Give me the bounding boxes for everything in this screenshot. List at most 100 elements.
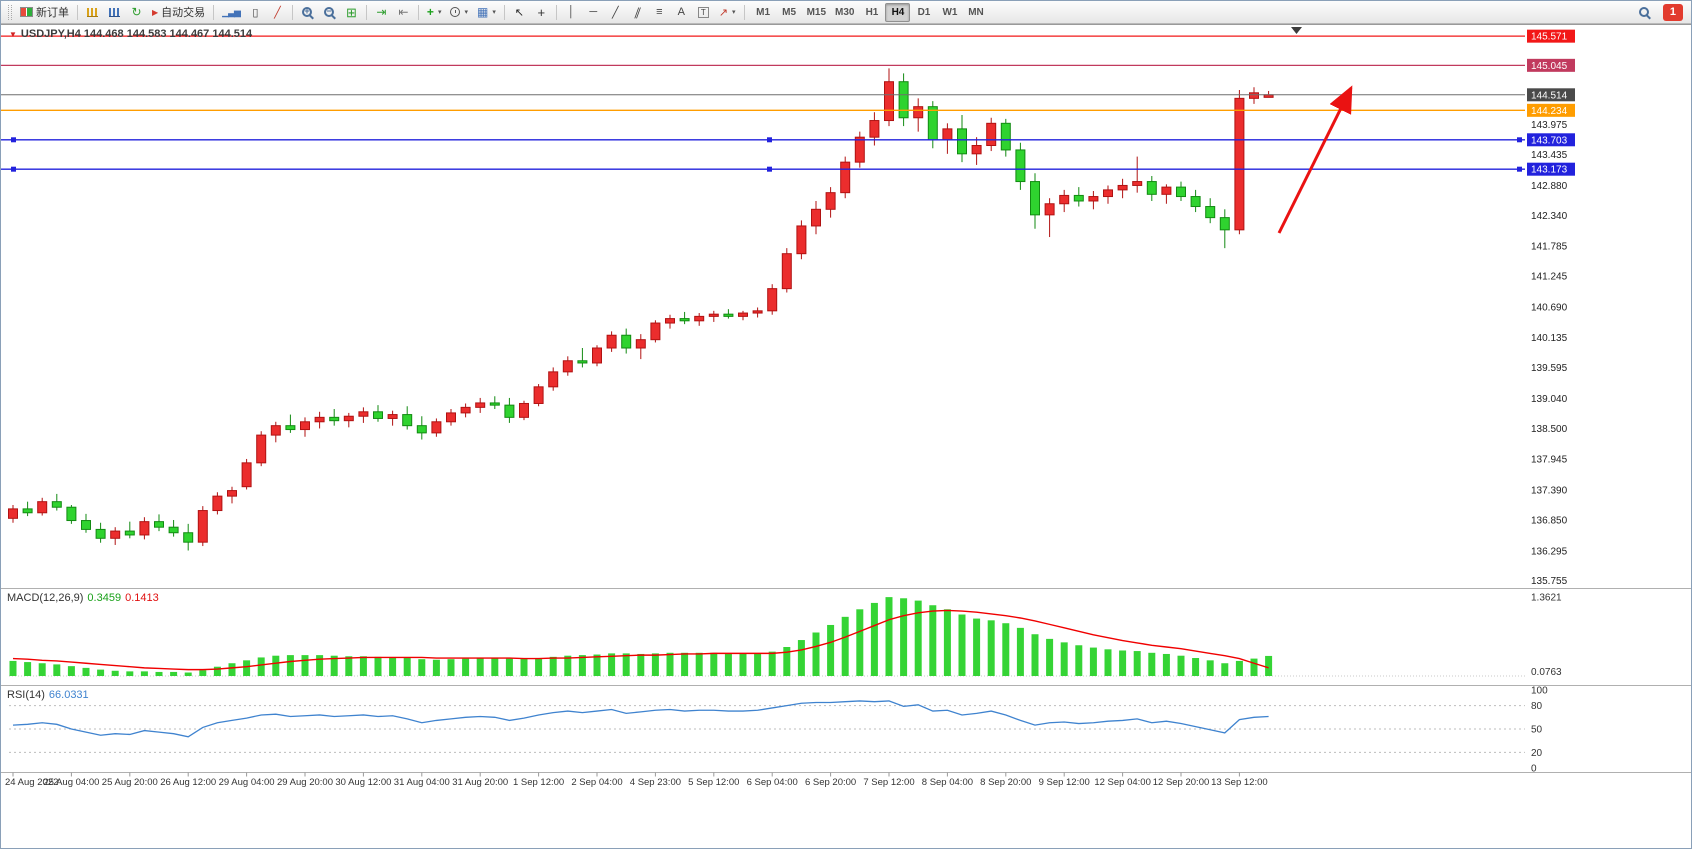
- svg-text:1.3621: 1.3621: [1531, 592, 1562, 603]
- toolbar-separator: [365, 4, 367, 20]
- svg-text:8 Sep 20:00: 8 Sep 20:00: [980, 777, 1031, 788]
- vertical-line-tool-button[interactable]: │: [561, 3, 582, 22]
- cursor-icon: ↖: [514, 6, 524, 19]
- caret-down-icon: ▾: [437, 9, 442, 16]
- auto-scroll-button[interactable]: ⇥: [371, 3, 392, 22]
- timeframe-h4-button[interactable]: H4: [885, 2, 911, 22]
- svg-text:0: 0: [1531, 764, 1537, 775]
- trendline-tool-button[interactable]: ╱: [605, 3, 626, 22]
- timeframe-d1-button[interactable]: D1: [911, 3, 936, 22]
- svg-text:142.880: 142.880: [1531, 181, 1568, 192]
- svg-text:135.755: 135.755: [1531, 576, 1568, 587]
- zoom-out-icon: [324, 7, 335, 17]
- svg-text:5 Sep 12:00: 5 Sep 12:00: [688, 777, 739, 788]
- text-label-tool-button[interactable]: T: [693, 3, 714, 22]
- periods-button[interactable]: ▾: [446, 3, 472, 22]
- trendline-icon: ╱: [612, 6, 619, 19]
- zoom-in-button[interactable]: [297, 3, 318, 22]
- auto-scroll-icon: ⇥: [376, 5, 387, 19]
- caret-down-icon: ▾: [464, 9, 468, 16]
- charts-button[interactable]: [104, 3, 125, 22]
- price-lines[interactable]: [1, 35, 1525, 172]
- arrows-tool-button[interactable]: ↗ ▾: [715, 3, 740, 22]
- toolbar-separator: [417, 4, 419, 20]
- timeframe-m1-button[interactable]: M1: [751, 3, 776, 22]
- chart-background: [1, 24, 1691, 848]
- svg-text:8 Sep 04:00: 8 Sep 04:00: [922, 777, 973, 788]
- zoom-out-button[interactable]: [319, 3, 340, 22]
- svg-text:7 Sep 12:00: 7 Sep 12:00: [863, 777, 914, 788]
- indicators-button[interactable]: + ▾: [423, 3, 446, 22]
- svg-text:20: 20: [1531, 748, 1543, 759]
- new-order-label: 新订单: [36, 7, 69, 19]
- bar-chart-button[interactable]: ▁▃▅: [218, 3, 244, 22]
- toolbar-right-group: 1: [1634, 3, 1687, 22]
- charts-icon: [109, 7, 120, 17]
- svg-text:143.703: 143.703: [1531, 135, 1568, 146]
- timeframe-h1-button[interactable]: H1: [859, 3, 884, 22]
- templates-button[interactable]: ▦ ▾: [473, 3, 500, 22]
- svg-text:137.390: 137.390: [1531, 486, 1568, 497]
- timeframe-m30-button[interactable]: M30: [831, 3, 858, 22]
- refresh-button[interactable]: ↻: [126, 3, 147, 22]
- svg-text:13 Sep 12:00: 13 Sep 12:00: [1211, 777, 1268, 788]
- search-button[interactable]: [1634, 3, 1655, 22]
- channel-tool-button[interactable]: ∥: [627, 3, 648, 22]
- svg-text:143.435: 143.435: [1531, 150, 1568, 161]
- svg-text:31 Aug 20:00: 31 Aug 20:00: [452, 777, 508, 788]
- svg-text:25 Aug 20:00: 25 Aug 20:00: [102, 777, 158, 788]
- bar-chart-icon: ▁▃▅: [222, 6, 241, 17]
- profiles-icon: [87, 7, 98, 17]
- timeframe-mn-button[interactable]: MN: [963, 3, 988, 22]
- fibonacci-icon: ≡: [656, 6, 663, 18]
- svg-text:2 Sep 04:00: 2 Sep 04:00: [571, 777, 622, 788]
- tile-windows-button[interactable]: ⊞: [341, 3, 362, 22]
- svg-text:139.040: 139.040: [1531, 394, 1568, 405]
- new-order-icon: [20, 7, 33, 17]
- crosshair-button[interactable]: +: [531, 3, 552, 22]
- timeframe-m15-button[interactable]: M15: [803, 3, 830, 22]
- clock-icon: [450, 7, 461, 17]
- text-tool-button[interactable]: A: [671, 3, 692, 22]
- timeframe-w1-button[interactable]: W1: [937, 3, 962, 22]
- candlestick-chart-button[interactable]: ▯: [245, 3, 266, 22]
- autotrading-icon: ▶: [152, 7, 159, 17]
- trend-arrow-annotation[interactable]: [1277, 85, 1353, 234]
- svg-text:139.595: 139.595: [1531, 363, 1568, 374]
- chart-shift-button[interactable]: ⇤: [393, 3, 414, 22]
- svg-text:24 Aug 2022: 24 Aug 2022: [5, 777, 58, 788]
- svg-text:4 Sep 23:00: 4 Sep 23:00: [630, 777, 681, 788]
- fibonacci-tool-button[interactable]: ≡: [649, 3, 670, 22]
- cursor-button[interactable]: ↖: [509, 3, 530, 22]
- notification-badge[interactable]: 1: [1662, 3, 1683, 21]
- crosshair-icon: +: [537, 4, 546, 20]
- toolbar-grip: [8, 4, 12, 20]
- svg-text:29 Aug 20:00: 29 Aug 20:00: [277, 777, 333, 788]
- timeframe-m5-button[interactable]: M5: [777, 3, 802, 22]
- chart-canvas[interactable]: 143.975 143.435 142.880 142.340 141.785 141.2…: [1, 24, 1692, 849]
- timeframe-group: M1 M5 M15 M30 H1 H4 D1 W1 MN: [751, 2, 989, 22]
- price-axis: 143.975 143.435 142.880 142.340 141.785 141.2…: [1527, 29, 1575, 775]
- svg-text:12 Sep 20:00: 12 Sep 20:00: [1153, 777, 1210, 788]
- autotrading-button[interactable]: ▶ 自动交易: [148, 3, 209, 22]
- svg-text:140.135: 140.135: [1531, 333, 1568, 344]
- line-chart-button[interactable]: ╱: [267, 3, 288, 22]
- caret-down-icon: ▾: [732, 9, 736, 16]
- chart-window: 143.975 143.435 142.880 142.340 141.785 141.2…: [1, 24, 1692, 849]
- new-order-button[interactable]: 新订单: [16, 3, 73, 22]
- arrow-tool-icon: ↗: [718, 6, 729, 19]
- toolbar-separator: [555, 4, 557, 20]
- svg-text:143.173: 143.173: [1531, 165, 1568, 176]
- autotrading-label: 自动交易: [161, 7, 206, 19]
- svg-text:138.500: 138.500: [1531, 424, 1568, 435]
- svg-text:31 Aug 04:00: 31 Aug 04:00: [394, 777, 450, 788]
- horizontal-line-tool-button[interactable]: ─: [583, 3, 604, 22]
- svg-text:6 Sep 04:00: 6 Sep 04:00: [747, 777, 798, 788]
- svg-text:144.514: 144.514: [1531, 90, 1568, 101]
- svg-text:140.690: 140.690: [1531, 302, 1568, 313]
- profiles-button[interactable]: [82, 3, 103, 22]
- svg-text:12 Sep 04:00: 12 Sep 04:00: [1094, 777, 1151, 788]
- macd-signal-line: [12, 609, 1269, 671]
